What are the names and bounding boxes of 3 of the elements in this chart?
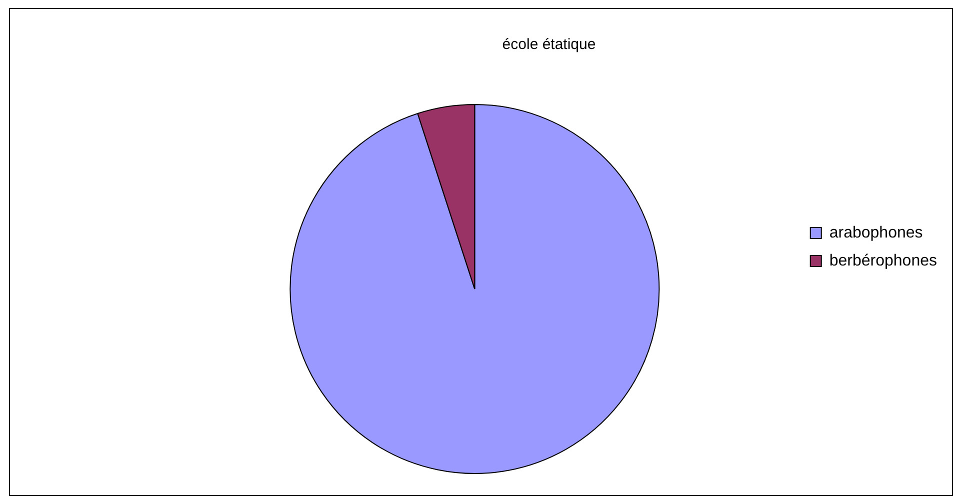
legend-label: berbérophones (829, 252, 937, 270)
legend-label: arabophones (829, 224, 923, 242)
chart-title: école étatique (502, 36, 596, 54)
